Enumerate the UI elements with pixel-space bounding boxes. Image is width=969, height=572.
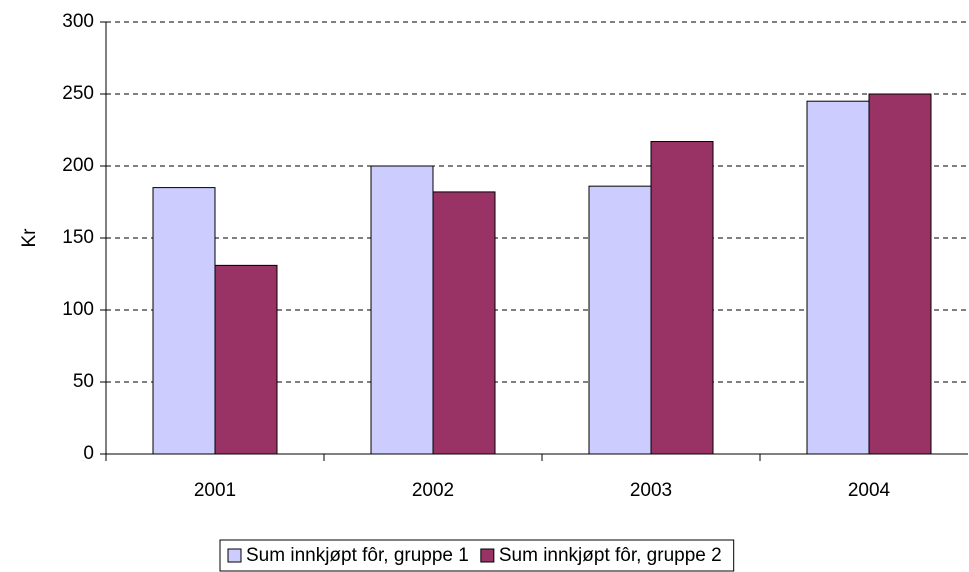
y-tick-label: 300 [62,11,94,32]
x-tick-label: 2003 [630,480,672,501]
bar [214,264,278,455]
y-tick-label: 100 [62,299,94,320]
y-tick-label: 50 [73,371,94,392]
bar [152,187,216,455]
legend-swatch [480,548,495,563]
legend-label: Sum innkjøpt fôr, gruppe 1 [246,545,469,566]
x-tick-label: 2001 [194,480,236,501]
y-tick-label: 250 [62,83,94,104]
y-tick-label: 0 [83,443,94,464]
bar [868,93,932,455]
legend-label: Sum innkjøpt fôr, gruppe 2 [499,545,722,566]
bar [432,191,496,455]
legend-box [219,539,735,572]
bar [650,141,714,455]
x-tick-label: 2004 [848,480,891,501]
legend-swatch [227,548,242,563]
y-tick-label: 150 [62,227,94,248]
x-tick-label: 2002 [412,480,454,501]
legend: Sum innkjøpt fôr, gruppe 1 Sum innkjøpt f… [219,539,735,572]
y-tick-label: 200 [62,155,94,176]
bar [370,165,434,455]
y-axis-label: Kr [19,228,40,248]
bar [588,185,652,455]
bar [806,100,870,455]
